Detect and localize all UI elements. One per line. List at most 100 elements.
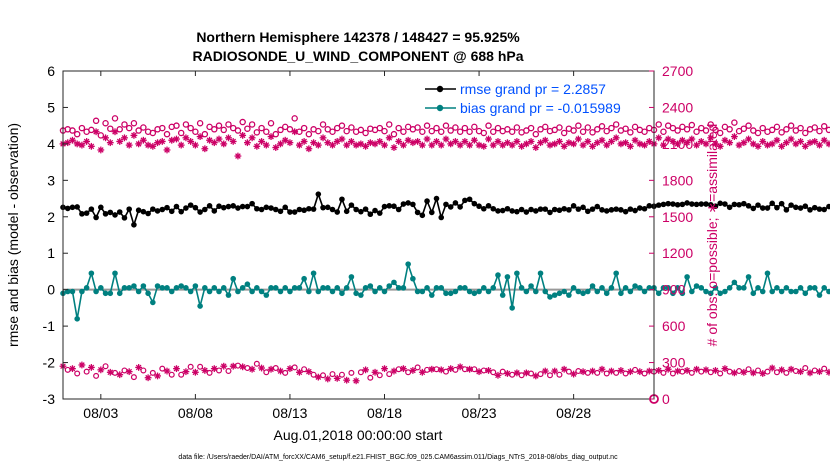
rmse-point [410, 201, 416, 208]
assimilated-obs-point [69, 136, 76, 144]
rmse-point [220, 204, 227, 211]
assimilated-obs-point [130, 131, 138, 139]
rmse-point [372, 207, 378, 214]
assimilated-obs-point [622, 139, 630, 147]
bias-point [419, 288, 426, 295]
bottom-obs-point [683, 367, 691, 374]
assimilated-obs-point [329, 141, 336, 149]
assimilated-obs-point [626, 142, 634, 150]
bottom-obs-point [437, 366, 445, 374]
rmse-point [485, 203, 492, 209]
rmse-point [627, 206, 634, 212]
rmse-point [523, 209, 530, 215]
possible-obs-point [466, 128, 473, 135]
rmse-point [263, 204, 270, 211]
assimilated-obs-point [726, 139, 734, 147]
possible-obs-point [778, 129, 785, 136]
bottom-obs-point [755, 367, 762, 374]
possible-obs-point [712, 126, 719, 134]
assimilated-obs-point [187, 138, 195, 145]
bottom-obs-point [664, 365, 672, 373]
rmse-point [816, 206, 823, 212]
rmse-point [438, 214, 445, 221]
rmse-point [622, 208, 629, 215]
rmse-point [235, 205, 241, 211]
rmse-point [268, 205, 274, 211]
assimilated-obs-point [125, 141, 133, 149]
bottom-obs-point [617, 367, 625, 374]
rmse-point [254, 205, 260, 212]
possible-obs-point [688, 121, 696, 129]
possible-obs-point [589, 129, 596, 136]
assimilated-obs-point [466, 141, 474, 149]
rmse-point [428, 209, 435, 216]
bias-point [759, 288, 766, 295]
bias-point [135, 288, 142, 295]
rmse-point [741, 200, 747, 207]
bias-point [684, 274, 690, 280]
bias-point [187, 288, 194, 295]
assimilated-obs-point [433, 138, 440, 145]
bias-point [821, 285, 828, 291]
y-tick-label: 0 [47, 282, 55, 298]
rmse-point [537, 206, 544, 212]
bias-point [83, 285, 90, 291]
bias-point [689, 288, 695, 295]
possible-obs-point [442, 122, 450, 129]
assimilated-obs-point [215, 135, 223, 143]
possible-obs-point [437, 128, 445, 135]
assimilated-obs-point [277, 140, 284, 148]
possible-obs-point [731, 119, 738, 126]
bias-point [258, 288, 265, 295]
bias-point [79, 288, 85, 295]
bottom-obs-point [740, 368, 748, 376]
bias-point [802, 290, 809, 297]
rmse-point [216, 203, 222, 210]
possible-obs-point [726, 126, 733, 133]
rmse-point [301, 207, 307, 214]
rmse-point [79, 211, 85, 217]
possible-obs-point [73, 130, 81, 138]
rmse-point [376, 210, 383, 216]
bottom-obs-point [806, 369, 814, 377]
bottom-obs-point [418, 368, 426, 376]
rmse-point [424, 198, 430, 204]
bottom-obs-point [216, 367, 223, 374]
possible-obs-point [513, 124, 521, 131]
bottom-obs-point [253, 360, 260, 367]
rmse-point [575, 206, 582, 212]
x-axis: 08/03 08/08 08/13 08/18 08/23 08/28 [83, 71, 591, 421]
bias-point [164, 285, 170, 291]
rmse-point [358, 208, 364, 215]
assimilated-obs-point [461, 138, 469, 145]
possible-obs-point [740, 125, 748, 132]
possible-obs-point [702, 127, 710, 134]
possible-obs-point [130, 119, 138, 127]
possible-obs-point [542, 123, 549, 131]
assimilated-obs-point [702, 140, 710, 148]
bias-point [216, 288, 222, 295]
assimilated-obs-point [262, 141, 270, 149]
possible-obs-point [598, 123, 606, 130]
bias-point [197, 303, 203, 309]
series-layer [59, 115, 830, 404]
rmse-point [585, 208, 591, 215]
rmse-point [353, 206, 359, 213]
rmse-point [183, 205, 189, 211]
assimilated-obs-point [792, 140, 800, 148]
bias-point [523, 288, 530, 295]
bias-point [116, 290, 123, 297]
assimilated-obs-point [669, 138, 677, 145]
bias-point [580, 290, 586, 297]
bias-point [627, 288, 634, 295]
rmse-point [551, 206, 558, 213]
assimilated-obs-point [759, 138, 767, 145]
y-right-tick-label: 2100 [662, 136, 693, 152]
bias-point [140, 283, 147, 289]
rmse-point [490, 205, 497, 212]
rmse-point [419, 212, 426, 219]
bias-point [551, 292, 558, 298]
rmse-point [778, 200, 785, 207]
y-tick-label: 1 [47, 245, 55, 261]
possible-obs-point [797, 124, 804, 132]
